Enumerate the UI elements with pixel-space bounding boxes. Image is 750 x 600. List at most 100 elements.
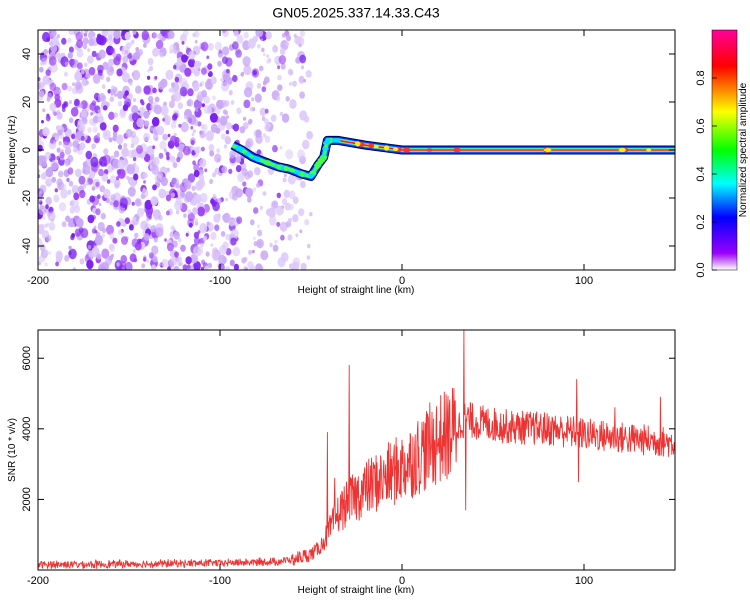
noise-blob bbox=[191, 132, 195, 137]
noise-blob bbox=[112, 52, 117, 58]
noise-blob bbox=[222, 109, 227, 115]
noise-blob bbox=[55, 261, 59, 267]
noise-blob bbox=[161, 258, 169, 268]
noise-blob bbox=[45, 178, 53, 187]
noise-blob bbox=[194, 107, 199, 112]
noise-blob bbox=[212, 172, 217, 178]
noise-blob bbox=[178, 238, 182, 243]
noise-blob bbox=[273, 44, 277, 50]
y-tick-label: -40 bbox=[21, 238, 33, 254]
noise-blob bbox=[56, 155, 61, 161]
noise-blob bbox=[256, 44, 261, 49]
noise-blob bbox=[156, 125, 165, 136]
noise-blob bbox=[61, 103, 66, 110]
noise-blob bbox=[58, 170, 64, 178]
noise-blob bbox=[209, 150, 215, 157]
noise-blob bbox=[184, 67, 192, 77]
noise-blob bbox=[54, 93, 60, 101]
noise-blob bbox=[180, 121, 189, 133]
noise-blob bbox=[68, 100, 72, 105]
noise-blob bbox=[171, 88, 176, 94]
noise-blob bbox=[187, 59, 194, 67]
noise-blob bbox=[132, 216, 137, 222]
noise-blob bbox=[194, 60, 201, 69]
noise-blob bbox=[186, 264, 191, 270]
noise-blob bbox=[38, 90, 45, 98]
track-blob bbox=[320, 155, 328, 159]
noise-blob bbox=[44, 262, 48, 267]
noise-blob bbox=[295, 57, 301, 64]
noise-blob bbox=[61, 221, 67, 228]
noise-blob bbox=[102, 61, 109, 70]
noise-blob bbox=[170, 156, 176, 163]
noise-blob bbox=[42, 108, 46, 113]
noise-blob bbox=[253, 207, 259, 214]
noise-blob bbox=[186, 114, 193, 123]
noise-blob bbox=[158, 188, 167, 199]
noise-blob bbox=[194, 194, 202, 204]
noise-blob bbox=[91, 143, 96, 150]
colorbar-gradient bbox=[711, 29, 738, 271]
noise-blob bbox=[132, 52, 138, 61]
noise-blob bbox=[146, 145, 155, 156]
noise-blob bbox=[201, 89, 208, 98]
noise-blob bbox=[298, 75, 305, 84]
noise-blob bbox=[124, 261, 133, 270]
noise-blob bbox=[73, 98, 80, 107]
noise-blob bbox=[287, 68, 293, 76]
noise-blob bbox=[232, 246, 241, 257]
noise-blob bbox=[51, 176, 57, 183]
noise-blob bbox=[141, 101, 145, 106]
noise-blob bbox=[67, 85, 73, 92]
noise-blob bbox=[207, 63, 213, 70]
noise-blob bbox=[38, 254, 46, 263]
noise-blob bbox=[117, 168, 126, 179]
noise-blob bbox=[88, 38, 95, 47]
noise-blob bbox=[232, 41, 239, 50]
x-tick-label: -100 bbox=[209, 275, 231, 287]
noise-blob bbox=[188, 222, 193, 228]
noise-blob bbox=[303, 79, 307, 83]
noise-blob bbox=[72, 82, 76, 87]
x-tick-label: 0 bbox=[399, 575, 405, 587]
noise-blob bbox=[176, 65, 180, 71]
noise-blob bbox=[107, 37, 114, 46]
spectrogram-ylabel: Frequency (Hz) bbox=[7, 116, 18, 185]
noise-blob bbox=[80, 135, 85, 142]
noise-blob bbox=[230, 228, 239, 240]
noise-blob bbox=[153, 237, 158, 243]
noise-blob bbox=[247, 38, 256, 49]
noise-blob bbox=[82, 183, 87, 189]
noise-blob bbox=[152, 87, 157, 94]
noise-blob bbox=[72, 266, 76, 270]
noise-blob bbox=[307, 243, 311, 249]
noise-blob bbox=[143, 172, 148, 179]
noise-blob bbox=[57, 129, 63, 136]
noise-blob bbox=[200, 67, 207, 75]
noise-blob bbox=[73, 147, 78, 153]
noise-blob bbox=[220, 133, 226, 140]
noise-blob bbox=[87, 48, 91, 52]
noise-blob bbox=[176, 157, 181, 163]
noise-blob bbox=[112, 237, 118, 244]
noise-blob bbox=[205, 251, 210, 257]
noise-blob bbox=[187, 173, 196, 183]
noise-blob bbox=[220, 231, 226, 237]
noise-blob bbox=[108, 243, 114, 250]
noise-blob bbox=[275, 205, 284, 216]
noise-blob bbox=[80, 228, 89, 239]
noise-blob bbox=[167, 266, 171, 270]
noise-blob bbox=[95, 181, 100, 187]
noise-blob bbox=[82, 44, 88, 50]
noise-blob bbox=[113, 150, 120, 158]
noise-blob bbox=[116, 90, 124, 100]
noise-blob bbox=[113, 30, 121, 39]
noise-blob bbox=[205, 79, 213, 90]
noise-blob bbox=[170, 81, 176, 88]
noise-blob bbox=[233, 30, 239, 37]
noise-blob bbox=[82, 161, 88, 168]
noise-blob bbox=[146, 217, 150, 222]
noise-blob bbox=[67, 52, 74, 59]
noise-blob bbox=[244, 172, 251, 180]
noise-blob bbox=[152, 47, 160, 57]
